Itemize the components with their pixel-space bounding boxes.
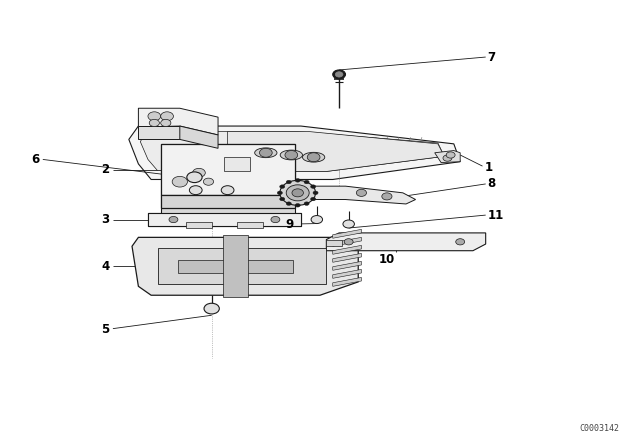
Circle shape [307, 153, 320, 162]
Circle shape [280, 185, 285, 188]
Circle shape [169, 216, 178, 223]
Circle shape [295, 203, 300, 207]
Polygon shape [237, 222, 262, 228]
Polygon shape [138, 108, 218, 135]
Circle shape [286, 185, 309, 201]
Text: 4: 4 [102, 260, 109, 273]
Polygon shape [186, 222, 212, 228]
Polygon shape [148, 213, 301, 226]
Text: 11: 11 [488, 209, 504, 222]
Polygon shape [333, 254, 362, 262]
Circle shape [304, 202, 309, 206]
Polygon shape [157, 249, 326, 284]
Circle shape [382, 193, 392, 200]
Circle shape [221, 186, 234, 194]
Circle shape [456, 239, 465, 245]
Polygon shape [178, 260, 293, 273]
Circle shape [277, 191, 282, 194]
Ellipse shape [255, 148, 277, 158]
Text: 8: 8 [488, 177, 496, 190]
Circle shape [343, 220, 355, 228]
Circle shape [280, 197, 285, 201]
Polygon shape [228, 131, 444, 172]
Circle shape [333, 70, 346, 79]
Polygon shape [326, 240, 342, 246]
Text: 2: 2 [102, 163, 109, 176]
Polygon shape [333, 269, 362, 278]
Circle shape [161, 119, 171, 126]
Polygon shape [140, 131, 444, 172]
Circle shape [446, 152, 455, 158]
Circle shape [335, 72, 343, 77]
Circle shape [310, 185, 316, 188]
Circle shape [292, 189, 303, 197]
Polygon shape [223, 235, 248, 297]
Circle shape [172, 177, 188, 187]
Polygon shape [129, 126, 460, 180]
Circle shape [311, 215, 323, 224]
Polygon shape [225, 157, 250, 171]
Text: 3: 3 [102, 213, 109, 226]
Circle shape [187, 172, 202, 183]
Polygon shape [333, 261, 362, 270]
Circle shape [204, 178, 214, 185]
Polygon shape [333, 229, 362, 238]
Ellipse shape [303, 152, 324, 162]
Polygon shape [333, 277, 362, 286]
Circle shape [285, 151, 298, 159]
Polygon shape [288, 186, 415, 204]
Polygon shape [333, 237, 362, 246]
Circle shape [161, 112, 173, 121]
Text: C0003142: C0003142 [579, 424, 620, 433]
Circle shape [310, 197, 316, 201]
Circle shape [286, 180, 291, 184]
Text: 10: 10 [379, 253, 395, 266]
Text: 6: 6 [31, 153, 40, 166]
Circle shape [443, 155, 452, 161]
Text: 9: 9 [285, 218, 293, 231]
Polygon shape [180, 126, 218, 148]
Text: 1: 1 [484, 160, 493, 173]
Polygon shape [161, 144, 294, 195]
Ellipse shape [280, 150, 303, 160]
Polygon shape [435, 151, 460, 163]
Polygon shape [333, 246, 362, 254]
Circle shape [280, 181, 316, 205]
Circle shape [189, 186, 202, 194]
Circle shape [148, 112, 161, 121]
Polygon shape [138, 126, 180, 139]
Circle shape [295, 179, 300, 182]
Polygon shape [326, 233, 486, 251]
Circle shape [286, 202, 291, 206]
Circle shape [204, 303, 220, 314]
Polygon shape [161, 195, 294, 208]
Circle shape [259, 148, 272, 157]
Circle shape [356, 189, 367, 196]
Text: 7: 7 [488, 51, 496, 64]
Polygon shape [161, 206, 294, 224]
Circle shape [313, 191, 318, 194]
Polygon shape [132, 237, 358, 295]
Text: 5: 5 [102, 323, 109, 336]
Circle shape [193, 168, 205, 177]
Circle shape [344, 239, 353, 245]
Circle shape [149, 119, 159, 126]
Circle shape [271, 216, 280, 223]
Polygon shape [161, 144, 294, 206]
Circle shape [304, 180, 309, 184]
